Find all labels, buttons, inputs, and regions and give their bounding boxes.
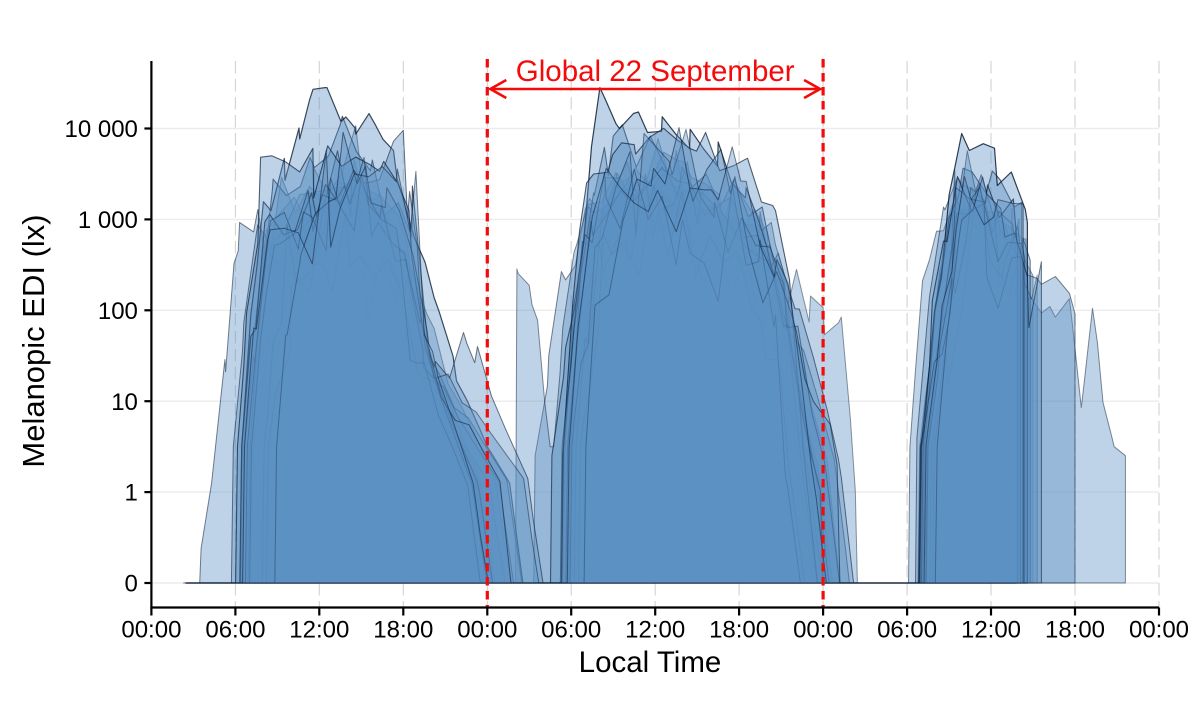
svg-text:06:00: 06:00 bbox=[205, 617, 265, 644]
svg-text:18:00: 18:00 bbox=[1045, 617, 1105, 644]
svg-text:100: 100 bbox=[98, 298, 138, 325]
svg-text:12:00: 12:00 bbox=[289, 617, 349, 644]
svg-text:00:00: 00:00 bbox=[793, 617, 853, 644]
svg-text:18:00: 18:00 bbox=[373, 617, 433, 644]
svg-text:00:00: 00:00 bbox=[457, 617, 517, 644]
svg-text:Local Time: Local Time bbox=[579, 646, 722, 679]
svg-text:0: 0 bbox=[125, 571, 138, 598]
svg-text:06:00: 06:00 bbox=[877, 617, 937, 644]
svg-text:1 000: 1 000 bbox=[78, 207, 138, 234]
svg-text:12:00: 12:00 bbox=[961, 617, 1021, 644]
svg-text:00:00: 00:00 bbox=[121, 617, 181, 644]
svg-text:12:00: 12:00 bbox=[625, 617, 685, 644]
svg-text:06:00: 06:00 bbox=[541, 617, 601, 644]
svg-text:1: 1 bbox=[125, 480, 138, 507]
svg-text:Melanopic EDI (lx): Melanopic EDI (lx) bbox=[16, 214, 51, 467]
svg-text:10: 10 bbox=[111, 389, 138, 416]
svg-text:10 000: 10 000 bbox=[64, 116, 137, 143]
svg-text:18:00: 18:00 bbox=[709, 617, 769, 644]
svg-text:00:00: 00:00 bbox=[1129, 617, 1189, 644]
svg-text:Global 22 September: Global 22 September bbox=[516, 55, 795, 88]
